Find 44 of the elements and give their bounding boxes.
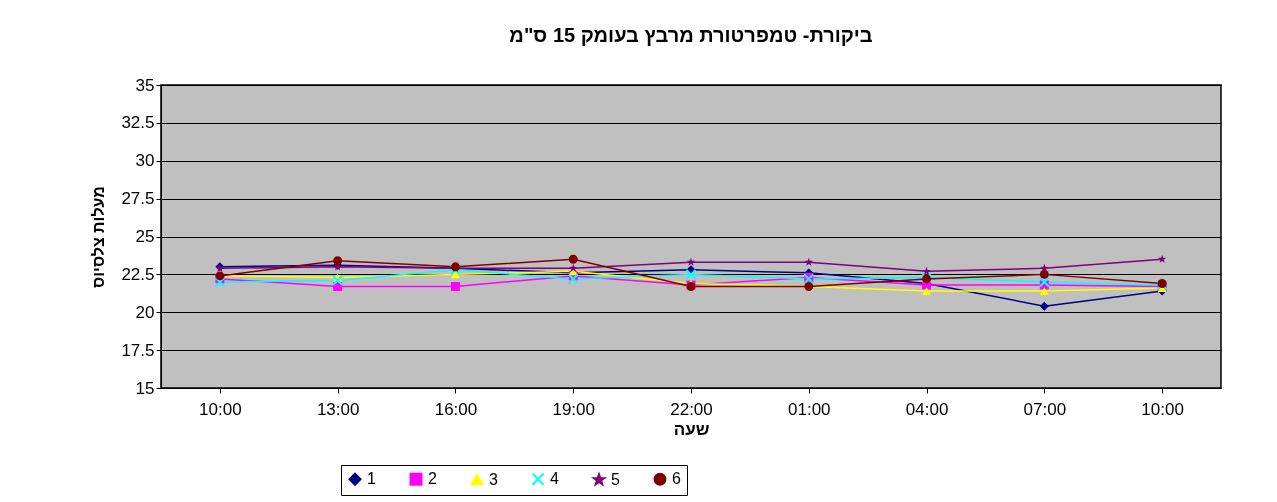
legend-label: 1 bbox=[367, 470, 376, 488]
point bbox=[568, 263, 578, 272]
point bbox=[922, 266, 931, 275]
point bbox=[1038, 276, 1050, 288]
point bbox=[922, 287, 932, 295]
x-tick-label: 10:00 bbox=[199, 399, 242, 419]
x-tick-label: 13:00 bbox=[316, 399, 360, 419]
x-tick-label: 04:00 bbox=[905, 399, 949, 419]
point bbox=[1039, 287, 1049, 295]
point bbox=[686, 257, 696, 266]
point bbox=[1039, 269, 1049, 279]
legend-label: 6 bbox=[672, 470, 681, 488]
x-tick-label: 01:00 bbox=[788, 399, 831, 419]
x-tick-label: 19:00 bbox=[552, 399, 595, 419]
y-tick-label: 32.5 bbox=[121, 113, 155, 133]
x-tick-label: 22:00 bbox=[670, 399, 713, 419]
y-tick-label: 17.5 bbox=[121, 340, 155, 360]
point bbox=[568, 254, 578, 264]
legend-label: 2 bbox=[428, 470, 437, 488]
x-tick-label: 16:00 bbox=[434, 399, 478, 419]
point bbox=[333, 256, 343, 266]
y-tick-label: 35 bbox=[135, 75, 155, 95]
point bbox=[450, 270, 460, 279]
y-tick-label: 30 bbox=[135, 151, 155, 171]
y-tick-label: 20 bbox=[135, 302, 155, 322]
legend-label: 3 bbox=[489, 470, 498, 488]
y-tick-label: 27.5 bbox=[121, 189, 155, 209]
legend-label: 4 bbox=[550, 470, 559, 488]
y-tick-label: 15 bbox=[135, 378, 155, 398]
point bbox=[332, 274, 344, 286]
chart-title: ביקורת- טמפרטורת מרבץ בעומק 15 ס"מ bbox=[509, 24, 873, 46]
y-tick-label: 25 bbox=[135, 227, 155, 246]
point bbox=[214, 276, 226, 288]
point bbox=[1039, 301, 1049, 311]
point bbox=[685, 268, 697, 280]
x-tick-label: 07:00 bbox=[1023, 399, 1067, 419]
x-tick-label: 10:00 bbox=[1141, 399, 1184, 419]
y-tick-label: 22.5 bbox=[121, 264, 155, 284]
point bbox=[567, 273, 579, 285]
x-axis-title: שעה bbox=[673, 419, 710, 439]
point bbox=[804, 257, 814, 266]
y-axis-title: מעלות צלסיוס bbox=[90, 186, 108, 288]
point bbox=[450, 282, 460, 291]
legend-label: 5 bbox=[611, 470, 620, 488]
